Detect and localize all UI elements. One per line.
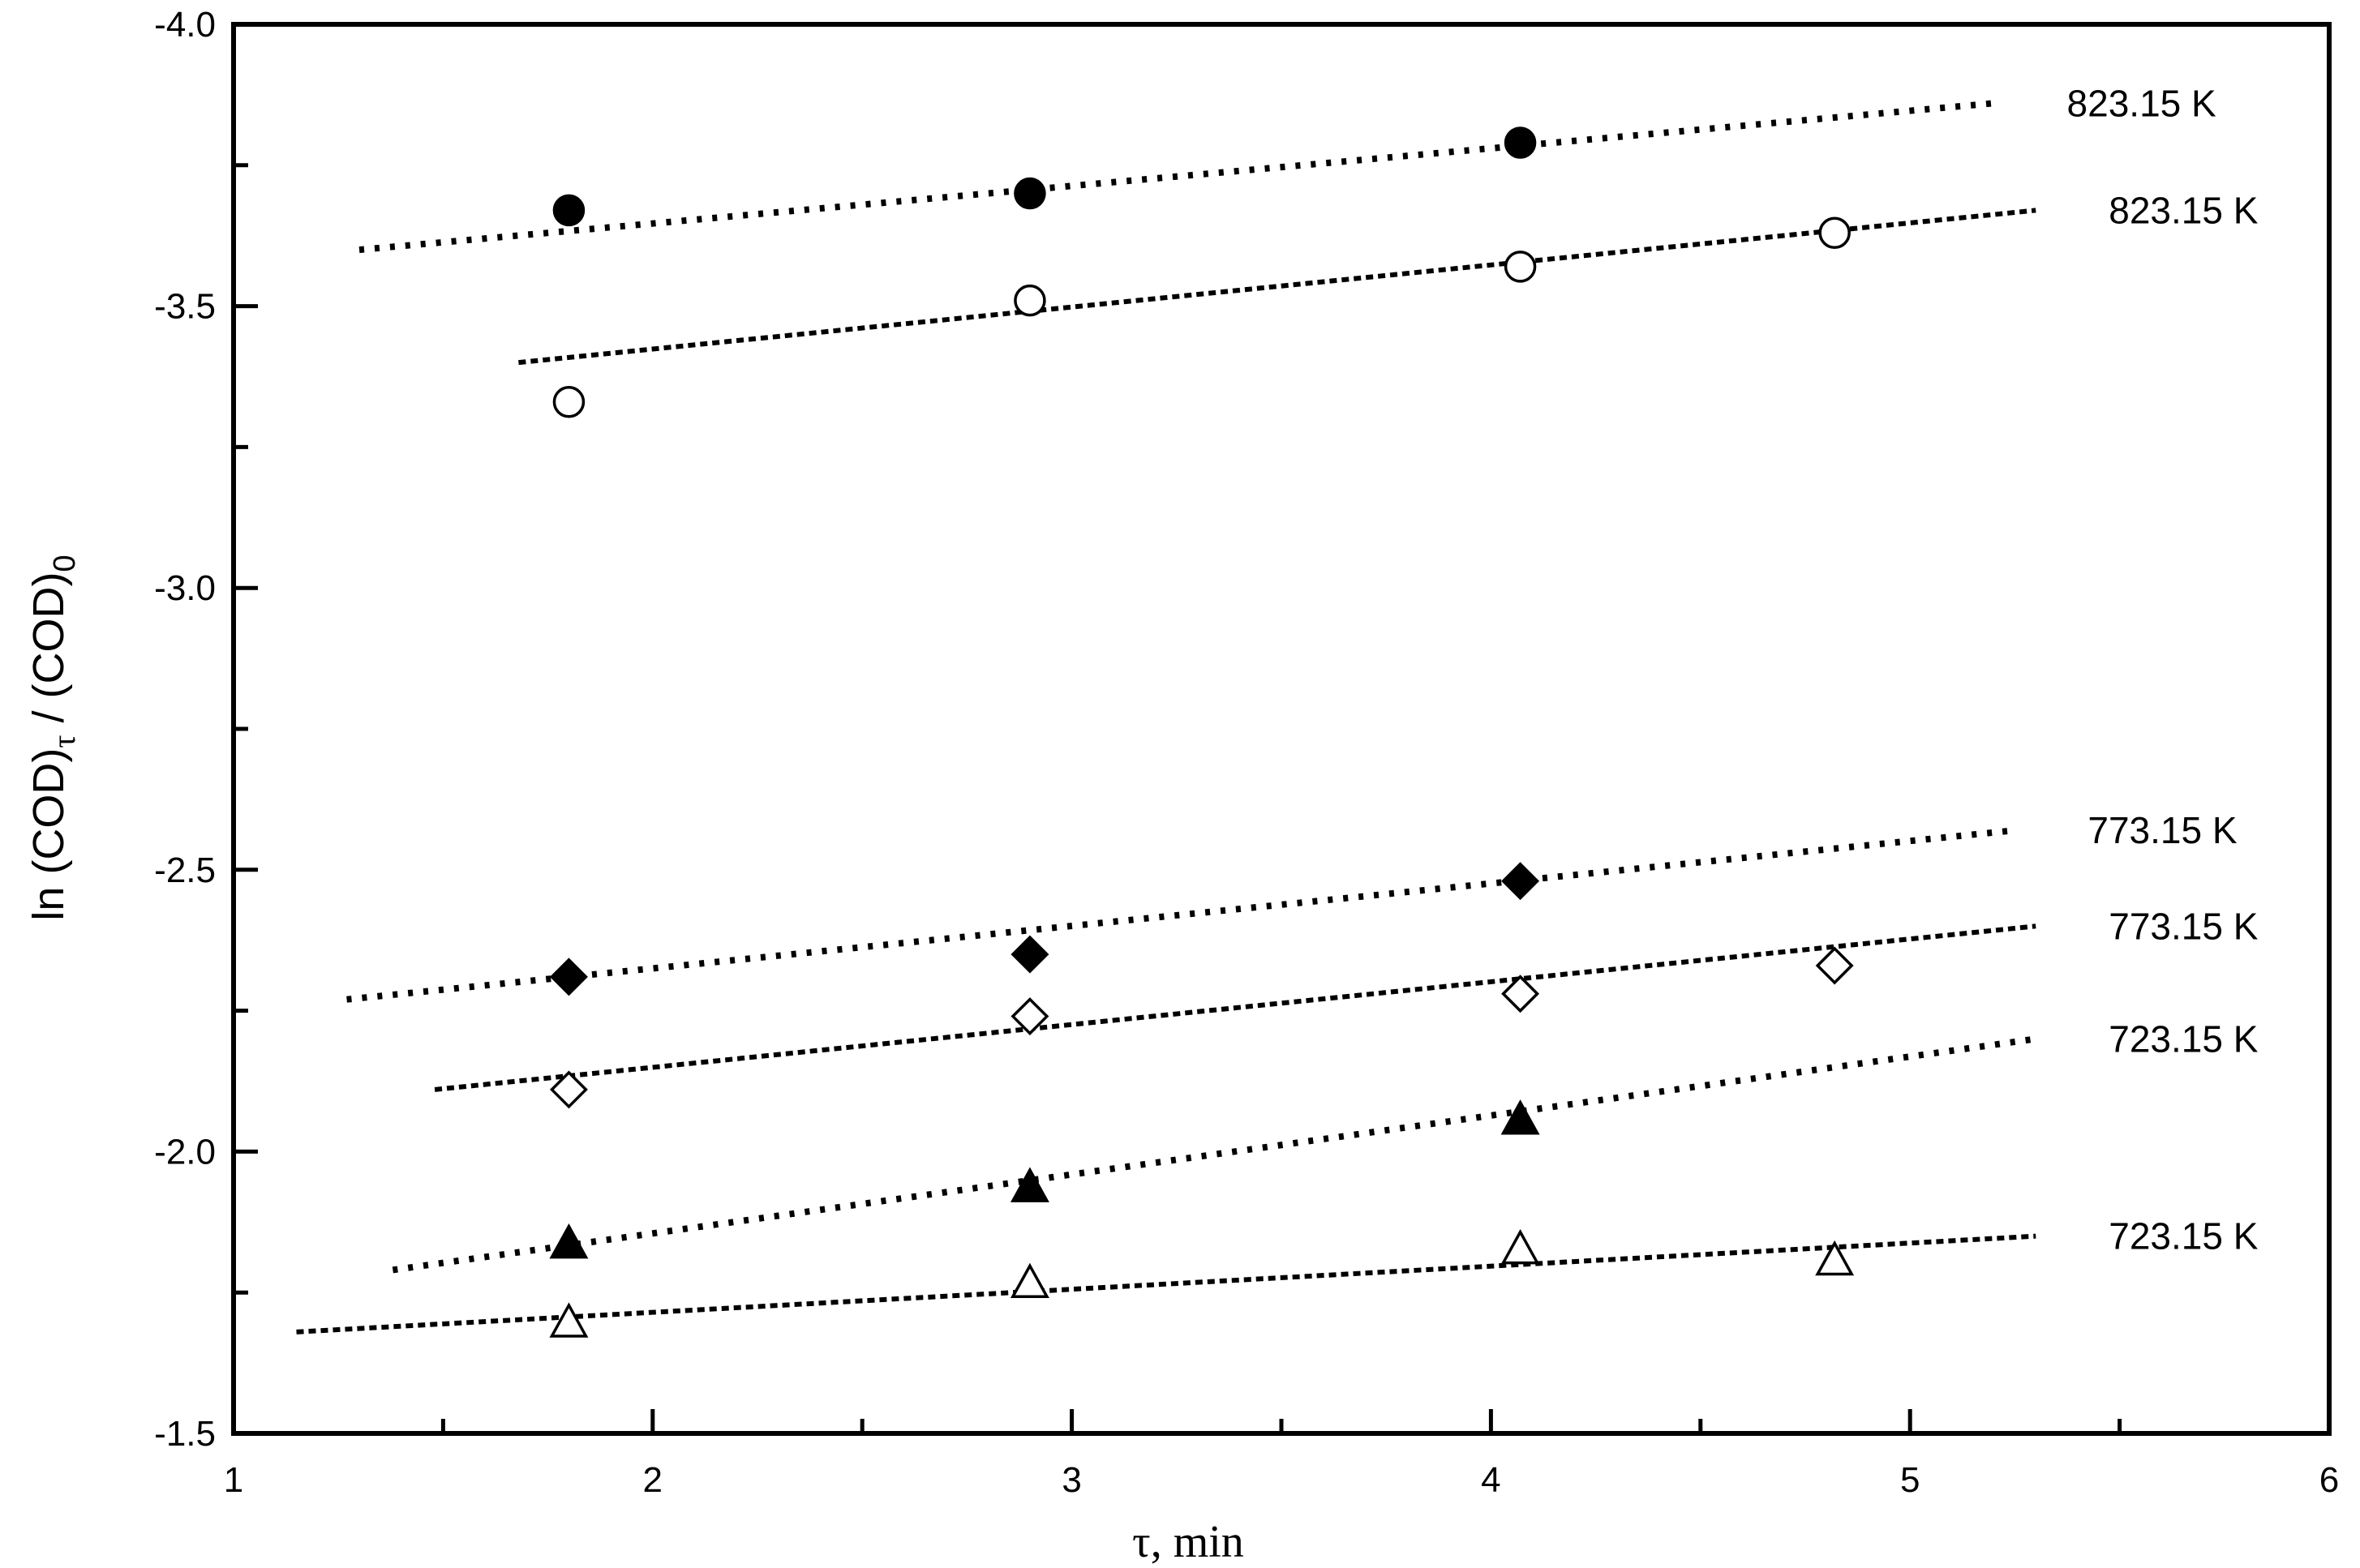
y-tick-label: -3.0	[154, 568, 216, 608]
series-label: 773.15 K	[2109, 905, 2258, 947]
y-axis-title-prefix: ln (COD)	[24, 748, 73, 921]
data-point	[1010, 1167, 1049, 1202]
data-point	[1011, 935, 1049, 974]
data-point	[1504, 126, 1537, 159]
y-axis-title-sub2: 0	[48, 555, 82, 572]
y-axis-title-sub1: τ	[45, 735, 82, 748]
x-tick-label: 6	[2319, 1460, 2339, 1500]
x-axis-symbol: τ	[1132, 1517, 1151, 1567]
x-tick-label: 3	[1062, 1460, 1081, 1500]
data-point	[1500, 1228, 1540, 1265]
data-point	[1500, 1099, 1540, 1135]
fit-line	[358, 100, 1994, 254]
fit-line	[346, 827, 2015, 1003]
data-point	[1818, 216, 1851, 249]
y-tick-label: -2.0	[154, 1132, 216, 1172]
fit-line	[518, 208, 2036, 366]
data-point	[1014, 177, 1046, 210]
x-tick-label: 2	[643, 1460, 663, 1500]
data-markers	[549, 126, 1855, 1338]
data-point	[552, 386, 586, 418]
data-point	[552, 194, 586, 227]
fit-line	[434, 923, 2036, 1092]
series-label: 723.15 K	[2109, 1215, 2258, 1257]
x-axis-title: τ, min	[1132, 1517, 1244, 1567]
x-tick-label: 1	[224, 1460, 243, 1500]
data-point	[549, 1223, 589, 1259]
fit-lines	[296, 100, 2036, 1335]
tick-labels: 1 2 3 4 5 6 -4.0 -3.5 -3.0 -2.5 -2.0 -1.5	[154, 5, 2339, 1500]
y-tick-label: -3.5	[154, 287, 216, 327]
series-label: 823.15 K	[2109, 189, 2258, 231]
data-point	[1504, 251, 1537, 283]
data-point	[1014, 284, 1046, 317]
y-axis-title: ln (COD)τ / (COD)0	[24, 555, 82, 920]
x-tick-label: 4	[1481, 1460, 1500, 1500]
y-tick-label: -4.0	[154, 5, 216, 45]
fit-line	[296, 1233, 2036, 1335]
data-point	[1010, 1262, 1049, 1299]
data-point	[549, 1070, 588, 1109]
data-point	[1501, 975, 1540, 1013]
y-tick-label: -2.5	[154, 850, 216, 890]
data-point	[549, 1302, 589, 1338]
fit-line	[392, 1035, 2036, 1274]
axes	[231, 22, 2332, 1436]
y-axis-title-middle: / (COD)	[24, 572, 73, 735]
data-point	[1011, 997, 1049, 1036]
x-tick-label: 5	[1900, 1460, 1920, 1500]
series-label: 823.15 K	[2067, 82, 2216, 124]
x-axis-unit: min	[1174, 1517, 1244, 1567]
data-point	[1815, 946, 1854, 985]
data-point	[549, 958, 588, 996]
data-point	[1815, 1240, 1855, 1276]
y-tick-label: -1.5	[154, 1414, 216, 1454]
series-labels: 823.15 K 823.15 K 773.15 K 773.15 K 723.15 K…	[2067, 82, 2259, 1257]
series-label: 773.15 K	[2088, 809, 2237, 851]
data-point	[1501, 862, 1540, 901]
series-label: 723.15 K	[2109, 1017, 2258, 1060]
